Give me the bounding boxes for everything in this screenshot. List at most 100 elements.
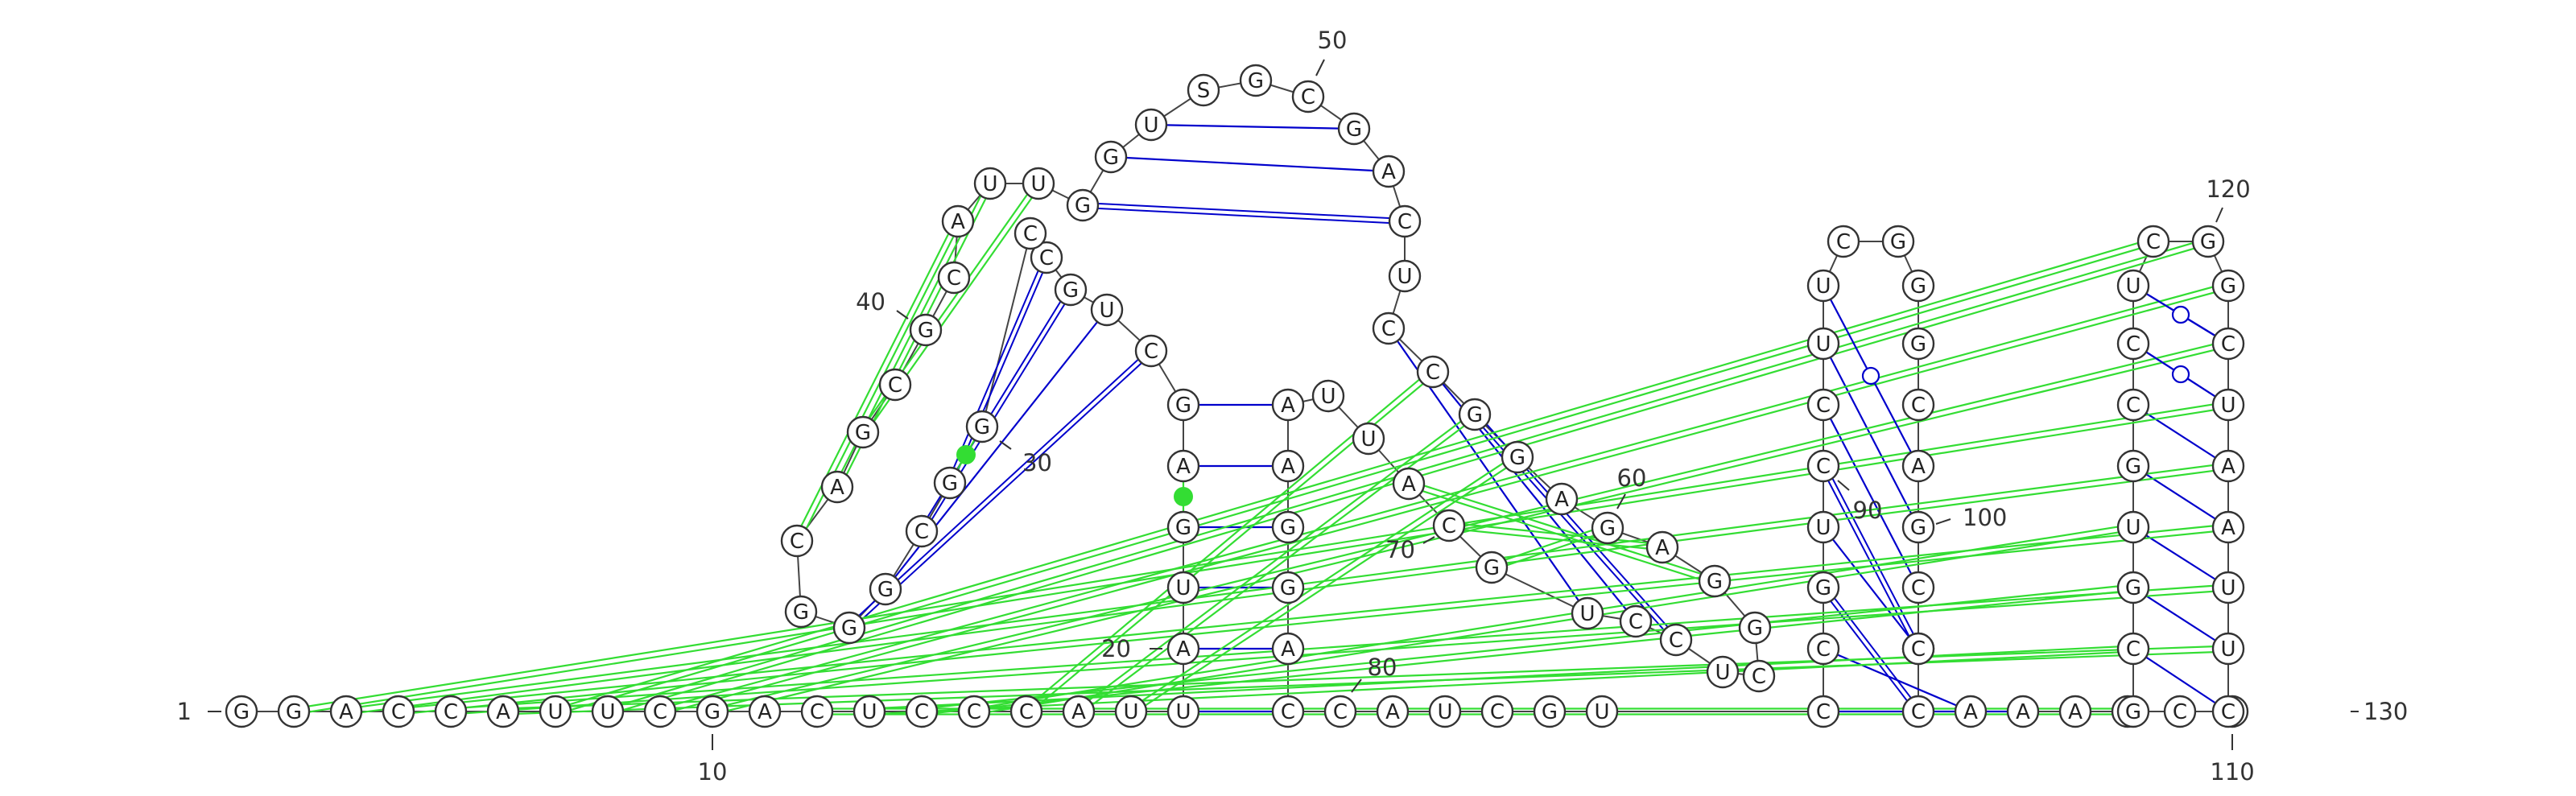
nucleotide-letter: U [1099,299,1114,323]
nucleotide-circle [1166,695,1200,728]
nucleotide: G [1901,510,1935,544]
nucleotide-letter: G [1747,617,1763,641]
position-tick [1315,59,1325,76]
position-number: 100 [1963,504,2007,531]
nucleotide-circle [329,695,363,728]
nucleotide-letter: A [2221,455,2235,479]
nucleotide-letter: A [1281,394,1295,418]
nucleotide: C [1901,571,1935,604]
nucleotide: G [1533,695,1567,728]
wobble-pair-open-circle-icon [2132,285,2229,344]
nucleotide-circle [941,204,975,238]
nucleotide-letter: C [1019,700,1034,724]
nucleotide: A [1271,632,1305,666]
nucleotide: U [591,695,625,728]
nucleotide: A [1645,530,1679,564]
position-label: 70 [1385,536,1435,563]
nucleotide: U [1571,596,1604,630]
nucleotide: G [1698,564,1732,598]
nucleotide-letter: U [1715,661,1730,685]
nucleotide-circle [1166,571,1200,604]
pseudoknot-base-pair [293,401,2229,716]
position-number: 110 [2210,758,2254,786]
nucleotide: C [905,514,939,548]
canonical-base-pair [1082,202,1406,225]
nucleotide: C [1388,204,1422,238]
nucleotide: C [905,695,939,728]
position-label: 10 [698,734,727,786]
position-label: 40 [856,288,909,320]
nucleotide-circle [1901,571,1935,604]
nucleotide-letter: U [1175,576,1191,600]
nucleotide-letter: G [2125,455,2141,479]
nucleotide-circle [2116,632,2150,666]
nucleotide-letter: G [1075,194,1091,218]
nucleotide: C [1271,695,1305,728]
position-label: 30 [999,440,1052,476]
nucleotide-circle [852,695,886,728]
nucleotide: S [1187,73,1220,107]
position-number: 50 [1318,27,1348,54]
nucleotide-circle [2006,695,2040,728]
nucleotide-circle [1166,510,1200,544]
position-label: 130 [2351,698,2408,725]
nucleotide: G [784,595,818,629]
position-number: 40 [856,288,886,316]
nucleotide-circle [1134,108,1168,142]
nucleotide-letter: A [496,700,510,724]
nucleotide-circle [2163,695,2197,728]
nucleotides-layer: G G A C C A U U C G A C U C C C A U UAUGAGCUGCCGGCGGGCAGCG… [225,64,2249,728]
nucleotide-letter: C [1816,394,1831,418]
position-tick [1422,536,1435,544]
nucleotide: U [1806,269,1840,303]
position-number: 80 [1368,654,1397,681]
position-number: 60 [1617,464,1647,492]
nucleotide-circle [1458,398,1492,431]
nucleotide-letter: C [2221,700,2235,724]
nucleotide-circle [1416,355,1450,389]
nucleotide-circle [1090,293,1124,327]
nucleotide-circle [1009,695,1043,728]
position-number: 30 [1022,449,1052,476]
nucleotide-letter: A [2016,700,2030,724]
nucleotide: G [1806,571,1840,604]
nucleotide-circle [1392,467,1426,501]
nucleotide-circle [1954,695,1988,728]
nucleotide-letter: C [1836,230,1851,254]
nucleotide-circle [225,695,258,728]
nucleotide-circle [2211,695,2245,728]
wobble-pair-open-circle-icon [1823,285,1919,467]
nucleotide-circle [1094,140,1128,174]
nucleotide-letter: C [1333,700,1348,724]
nucleotide: G [846,415,880,449]
canonical-base-pair [2132,648,2229,712]
nucleotide: G [832,611,866,645]
nucleotide-circle [1271,510,1305,544]
nucleotide: G [1738,611,1772,645]
nucleotide: C [780,524,814,558]
nucleotide: C [1619,604,1653,638]
nucleotide: C [2163,695,2197,728]
nucleotide: G [2116,695,2150,728]
nucleotide: C [1659,623,1693,657]
canonical-base-pair [1823,343,1919,528]
nucleotide-circle [1591,511,1624,545]
nucleotide: C [937,261,971,295]
nucleotide-letter: G [1509,446,1525,470]
nucleotide-letter: U [2220,394,2235,418]
nucleotide: U [1585,695,1619,728]
nucleotide-letter: C [947,266,961,291]
nucleotide-circle [1571,596,1604,630]
nucleotide-circle [820,470,854,504]
nucleotide-circle [1432,509,1466,542]
nucleotide: U [1806,510,1840,544]
pseudoknot-pairs-layer [293,181,2230,716]
nucleotide-letter: C [1911,700,1926,724]
nucleotide: C [1480,695,1514,728]
nucleotide: C [1372,311,1406,345]
nucleotide-letter: A [1402,472,1416,497]
nucleotide: C [643,695,677,728]
position-number: 20 [1101,635,1131,662]
nucleotide: A [1392,467,1426,501]
